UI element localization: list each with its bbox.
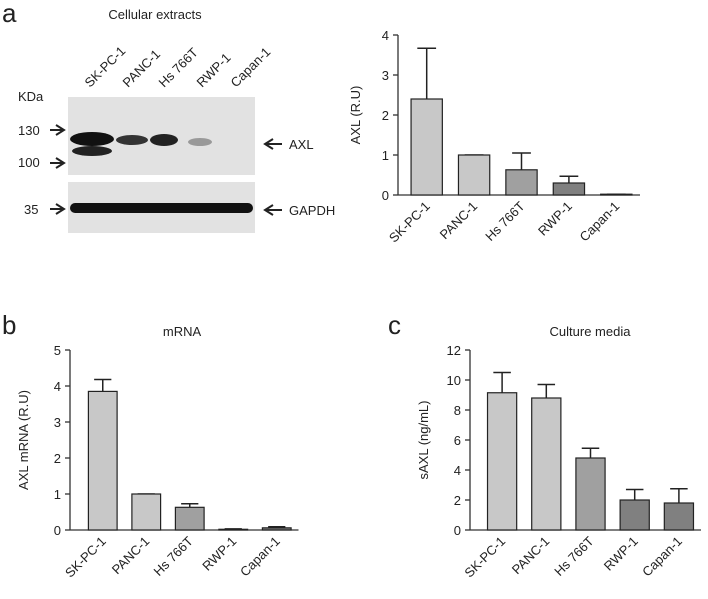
bar [87,390,118,531]
y-tick-label: 0 [454,523,461,538]
bar [663,502,695,531]
bar [486,392,518,531]
bar [600,193,633,196]
bar [218,528,249,531]
blot-band [70,132,114,146]
y-tick-label: 2 [54,451,61,466]
y-tick-label: 3 [382,68,389,83]
y-tick-label: 4 [382,28,389,43]
x-tick-label: SK-PC-1 [386,199,433,246]
marker-arrow [50,124,66,215]
bar [410,98,443,196]
bar [552,182,586,196]
marker-label: 130 [18,123,40,138]
y-tick-label: 3 [54,415,61,430]
y-tick-label: 10 [447,373,461,388]
y-tick-label: 1 [54,487,61,502]
blot: Cellular extracts SK-PC-1 PANC-1 Hs 766T… [18,7,335,233]
y-tick-label: 5 [54,343,61,358]
bar [531,397,562,531]
x-tick-label: SK-PC-1 [62,534,109,581]
chart-title: mRNA [163,324,202,339]
chart-title: Culture media [550,324,632,339]
x-tick-label: PANC-1 [437,199,481,243]
blot-band [72,146,112,156]
y-tick-label: 0 [54,523,61,538]
bar [174,506,205,531]
unit-label: KDa [18,89,44,104]
y-tick-label: 2 [454,493,461,508]
bar [261,527,292,531]
lane-label: SK-PC-1 [82,43,129,90]
bar [619,499,650,531]
panel-label: c [388,310,401,340]
x-tick-label: PANC-1 [509,534,553,578]
y-tick-label: 6 [454,433,461,448]
bar [457,154,491,196]
lane-label: Hs 766T [156,45,201,90]
y-axis-label: AXL (R.U) [348,86,363,145]
y-tick-label: 1 [382,148,389,163]
blot-band [188,138,212,146]
x-tick-label: Capan-1 [237,534,283,580]
x-tick-label: PANC-1 [109,534,153,578]
y-tick-label: 4 [454,463,461,478]
x-tick-label: Capan-1 [639,534,685,580]
bar [131,493,162,531]
band-label: AXL [289,137,314,152]
band-arrow [263,138,282,216]
panel-label: b [2,310,16,340]
y-tick-label: 12 [447,343,461,358]
x-tick-label: RWP-1 [199,534,239,574]
blot-band [70,203,253,213]
lane-label: Capan-1 [228,44,274,90]
x-tick-label: RWP-1 [535,199,575,239]
x-tick-label: Hs 766T [551,533,596,578]
y-tick-label: 0 [382,188,389,203]
x-tick-label: Capan-1 [577,199,623,245]
band-label: GAPDH [289,203,335,218]
marker-label: 35 [24,202,38,217]
blot-title: Cellular extracts [108,7,202,22]
x-tick-label: SK-PC-1 [461,534,508,581]
bar [575,457,606,531]
y-tick-label: 8 [454,403,461,418]
x-tick-label: Hs 766T [151,533,196,578]
marker-label: 100 [18,155,40,170]
y-tick-label: 2 [382,108,389,123]
bar [505,169,538,196]
x-tick-label: Hs 766T [482,198,527,243]
y-tick-label: 4 [54,379,61,394]
y-axis-label: AXL mRNA (R.U) [16,390,31,490]
blot-band [150,134,178,146]
x-tick-label: RWP-1 [601,534,641,574]
y-axis-label: sAXL (ng/mL) [416,401,431,480]
panel-label: a [2,0,17,28]
blot-band [116,135,148,145]
